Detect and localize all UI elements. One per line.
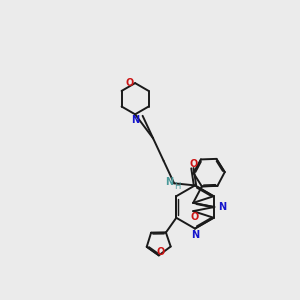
Text: O: O (156, 247, 164, 257)
Text: H: H (175, 182, 181, 191)
Text: N: N (191, 230, 199, 240)
Text: O: O (190, 212, 199, 221)
Text: N: N (166, 177, 174, 187)
Text: O: O (126, 78, 134, 88)
Text: O: O (190, 159, 198, 169)
Text: N: N (131, 115, 139, 125)
Text: N: N (218, 202, 226, 212)
